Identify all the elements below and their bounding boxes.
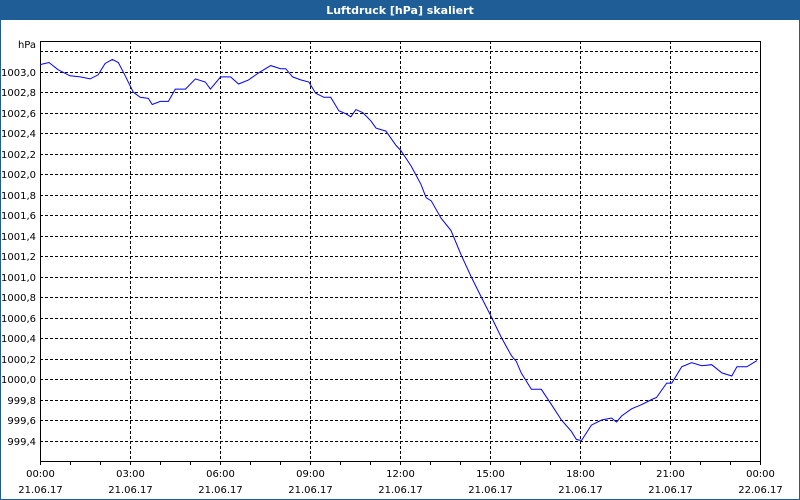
x-tick-time: 09:00 xyxy=(296,469,325,480)
x-tick-date: 21.06.17 xyxy=(108,485,153,496)
y-tick-label: 1001,8 xyxy=(1,191,36,202)
y-tick-label: 1001,0 xyxy=(1,273,36,284)
y-tick-labels: 999,4 999,6 999,8 1000,0 1000,2 1000,4 1000,6 1… xyxy=(1,68,36,448)
x-tick-date: 21.06.17 xyxy=(468,485,513,496)
y-tick-label: 1003,0 xyxy=(1,68,36,79)
y-tick-label: 1002,8 xyxy=(1,88,36,99)
y-tick-label: 1000,6 xyxy=(1,314,36,325)
x-tick-date: 22.06.17 xyxy=(738,485,783,496)
y-tick-label: 999,6 xyxy=(7,416,36,427)
x-tick-date: 21.06.17 xyxy=(558,485,603,496)
x-tick-time: 15:00 xyxy=(476,469,505,480)
y-tick-label: 1002,4 xyxy=(1,129,36,140)
x-tick-date: 21.06.17 xyxy=(198,485,243,496)
x-tick-date: 21.06.17 xyxy=(648,485,693,496)
y-tick-label: 1000,2 xyxy=(1,355,36,366)
y-tick-label: 1002,0 xyxy=(1,170,36,181)
plot-border xyxy=(40,41,761,462)
y-tick-label: 1000,8 xyxy=(1,293,36,304)
pressure-line xyxy=(39,58,758,442)
y-tick-label: 1001,2 xyxy=(1,252,36,263)
x-tick-time: 18:00 xyxy=(566,469,595,480)
y-tick-label: 999,4 xyxy=(7,437,36,448)
y-tick-label: 999,8 xyxy=(7,396,36,407)
x-tick-time: 06:00 xyxy=(206,469,235,480)
window-title: Luftdruck [hPa] skaliert xyxy=(1,1,799,20)
y-tick-label: 1001,6 xyxy=(1,211,36,222)
x-tick-date: 21.06.17 xyxy=(18,485,63,496)
y-tick-label: 1002,6 xyxy=(1,109,36,120)
y-tick-label: 1001,4 xyxy=(1,232,36,243)
x-tick-time: 00:00 xyxy=(746,469,775,480)
x-tick-time: 03:00 xyxy=(116,469,145,480)
y-axis-label: hPa xyxy=(18,40,36,51)
x-tick-labels: 00:00 21.06.17 03:00 21.06.17 06:00 21.06.17 0… xyxy=(18,469,783,496)
y-tick-label: 1000,4 xyxy=(1,334,36,345)
y-tick-label: 1002,2 xyxy=(1,150,36,161)
x-tick-date: 21.06.17 xyxy=(288,485,333,496)
grid-lines xyxy=(40,41,761,465)
x-tick-time: 00:00 xyxy=(26,469,55,480)
x-tick-date: 21.06.17 xyxy=(378,485,423,496)
x-tick-time: 12:00 xyxy=(386,469,415,480)
x-tick-time: 21:00 xyxy=(656,469,685,480)
y-tick-label: 1000,0 xyxy=(1,375,36,386)
